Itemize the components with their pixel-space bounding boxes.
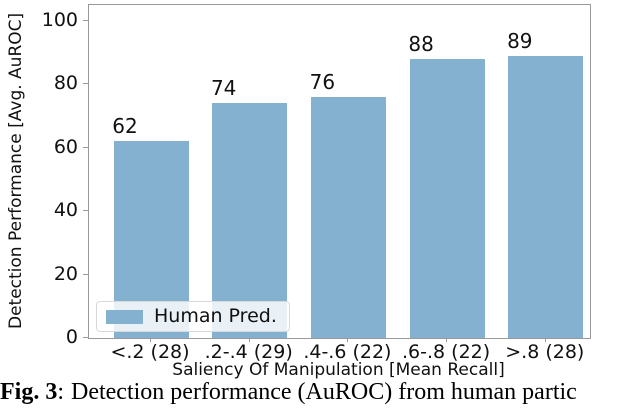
x-axis-label: Saliency Of Manipulation [Mean Recall] — [172, 360, 505, 380]
bar — [212, 103, 288, 338]
legend: Human Pred. — [96, 301, 290, 332]
y-tick — [83, 273, 88, 275]
bar-value-label: 88 — [408, 31, 434, 56]
y-tick-label: 0 — [65, 326, 78, 348]
bar — [310, 96, 386, 338]
bar-value-label: 89 — [507, 28, 533, 53]
x-tick — [248, 338, 250, 342]
y-tick-label: 40 — [53, 199, 78, 222]
legend-label: Human Pred. — [154, 305, 277, 327]
x-tick-label: .2-.4 (29) — [204, 341, 293, 363]
bar — [508, 55, 584, 338]
caption-text: Detection performance (AuROC) from human… — [71, 379, 577, 405]
bar-value-label: 62 — [112, 114, 138, 139]
bar — [409, 58, 485, 338]
x-tick — [544, 338, 546, 342]
y-tick — [83, 83, 88, 85]
y-tick-label: 60 — [53, 135, 78, 158]
legend-swatch-human-pred — [106, 309, 143, 324]
y-tick — [83, 19, 88, 21]
y-axis-label: Detection Performance [Avg. AuROC] — [6, 12, 26, 329]
y-tick — [83, 210, 88, 212]
y-tick-label: 80 — [53, 72, 78, 95]
x-tick-label: >.8 (28) — [505, 341, 585, 363]
y-tick-label: 20 — [53, 262, 78, 285]
figure-caption: Fig. 3: Detection performance (AuROC) fro… — [0, 377, 640, 407]
x-tick — [347, 338, 349, 342]
y-tick-label: 100 — [41, 8, 78, 31]
caption-separator: : — [57, 379, 64, 405]
x-tick-label: .6-.8 (22) — [402, 341, 491, 363]
bar-value-label: 76 — [309, 69, 336, 94]
x-tick-label: <.2 (28) — [110, 341, 190, 363]
plot-area: Human Pred. 62 74 76 88 89 — [88, 4, 591, 339]
x-tick — [150, 338, 151, 342]
y-tick — [83, 337, 88, 338]
caption-figure-number: Fig. 3 — [0, 379, 58, 405]
y-tick — [83, 146, 88, 148]
x-tick-label: .4-.6 (22) — [303, 341, 392, 363]
bar-value-label: 74 — [210, 76, 237, 101]
x-tick — [446, 338, 448, 342]
